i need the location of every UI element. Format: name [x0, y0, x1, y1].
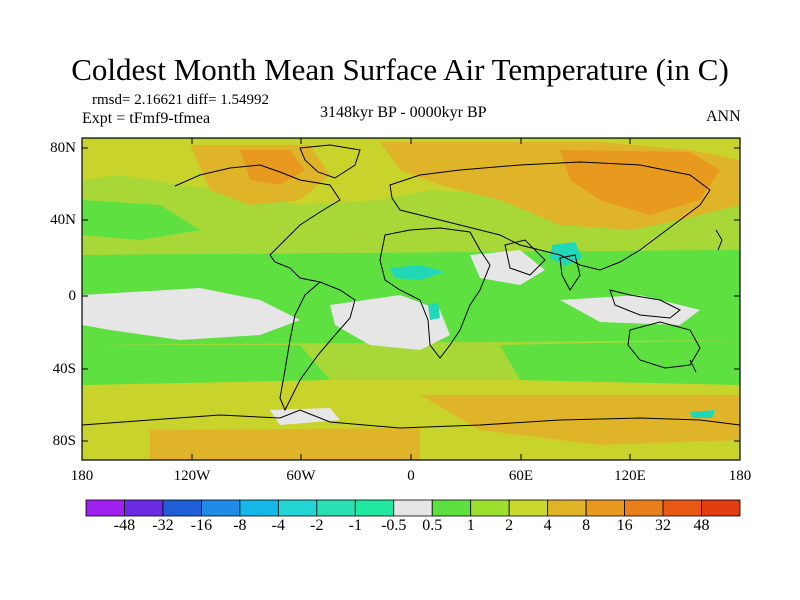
field-atlantic-neutral	[330, 295, 450, 350]
stats-text: rmsd= 2.16621 diff= 1.54992	[92, 92, 270, 108]
coast-north-america	[174, 164, 341, 283]
colorbar-box	[124, 499, 164, 517]
lon-label-120w: 120W	[173, 468, 211, 484]
field-antarctic-west	[150, 428, 420, 460]
lon-label-180e: 180	[728, 468, 752, 484]
colorbar-label: 2	[505, 517, 514, 534]
field-arabia-neutral	[470, 250, 545, 285]
colorbar-label: 16	[616, 517, 633, 534]
field-sahara-cool	[390, 265, 445, 280]
colorbar-label: -32	[152, 517, 174, 534]
colorbar-box	[662, 499, 702, 517]
coast-japan	[715, 229, 723, 251]
lat-label-80s: 80S	[52, 433, 76, 449]
colorbar-label: -2	[310, 517, 324, 534]
field-pacific-neutral	[82, 288, 300, 340]
colorbar-label: 48	[693, 517, 710, 534]
colorbar-label: -48	[113, 517, 136, 534]
coast-antarctica	[82, 409, 740, 429]
season-label: ANN	[706, 108, 741, 125]
coast-australia	[627, 321, 701, 369]
lon-label-120e: 120E	[614, 468, 646, 484]
coast-south-america	[279, 281, 356, 412]
lon-label-60w: 60W	[286, 468, 316, 484]
coast-india	[559, 254, 581, 291]
lat-label-40n: 40N	[50, 212, 76, 228]
coast-eurasia	[389, 161, 711, 271]
colorbar-label: -4	[271, 517, 285, 534]
colorbar	[85, 499, 741, 517]
coast-new-zealand	[689, 359, 697, 373]
colorbar-label: 4	[543, 517, 552, 534]
colorbar-box	[354, 499, 395, 517]
colorbar-box	[470, 499, 510, 517]
colorbar-box	[277, 499, 318, 517]
temperature-field	[82, 138, 740, 460]
colorbar-box	[624, 499, 664, 517]
colorbar-label: 1	[466, 517, 475, 534]
colorbar-label: 0.5	[422, 517, 443, 534]
axis-ticks	[82, 138, 740, 460]
field-canada-hot	[240, 150, 305, 185]
colorbar-label: -16	[190, 517, 213, 534]
field-indian-south	[500, 340, 740, 385]
colorbar-label: 32	[655, 517, 672, 534]
map-title: Coldest Month Mean Surface Air Temperatu…	[71, 52, 729, 87]
lon-label-180w: 180	[70, 468, 94, 484]
coast-arabia	[504, 239, 546, 276]
colorbar-box	[508, 499, 549, 517]
colorbar-box	[85, 499, 125, 517]
colorbar-box	[701, 499, 741, 517]
field-drake-neutral	[270, 408, 340, 425]
lat-label-40s: 40S	[52, 361, 76, 377]
coastlines	[82, 144, 740, 429]
colorbar-label: 8	[582, 517, 591, 534]
lon-label-0: 0	[407, 468, 415, 484]
coast-africa	[379, 227, 491, 359]
colorbar-box	[431, 499, 472, 517]
field-congo-cool	[428, 302, 440, 320]
colorbar-box	[547, 499, 587, 517]
lat-label-0: 0	[68, 288, 77, 304]
lon-label-60e: 60E	[508, 468, 534, 484]
colorbar-box	[393, 499, 433, 517]
field-antarctic-cool	[690, 410, 715, 418]
colorbar-box	[316, 499, 356, 517]
experiment-label: Expt = tFmf9-tfmea	[82, 110, 211, 127]
period-label: 3148kyr BP - 0000kyr BP	[320, 104, 487, 121]
coast-indonesia	[609, 289, 681, 319]
field-pacific-north	[82, 200, 200, 240]
field-tibet-cool	[550, 242, 582, 266]
colorbar-box	[585, 499, 625, 517]
lat-label-80n: 80N	[50, 140, 76, 156]
coast-greenland	[299, 144, 361, 179]
field-pacific-south	[82, 345, 330, 385]
colorbar-label: -8	[233, 517, 247, 534]
field-siberia-hot	[560, 150, 720, 215]
colorbar-label: -0.5	[381, 517, 407, 534]
colorbar-box	[162, 499, 202, 517]
colorbar-box	[201, 499, 241, 517]
colorbar-label: -1	[348, 517, 362, 534]
colorbar-box	[239, 499, 279, 517]
